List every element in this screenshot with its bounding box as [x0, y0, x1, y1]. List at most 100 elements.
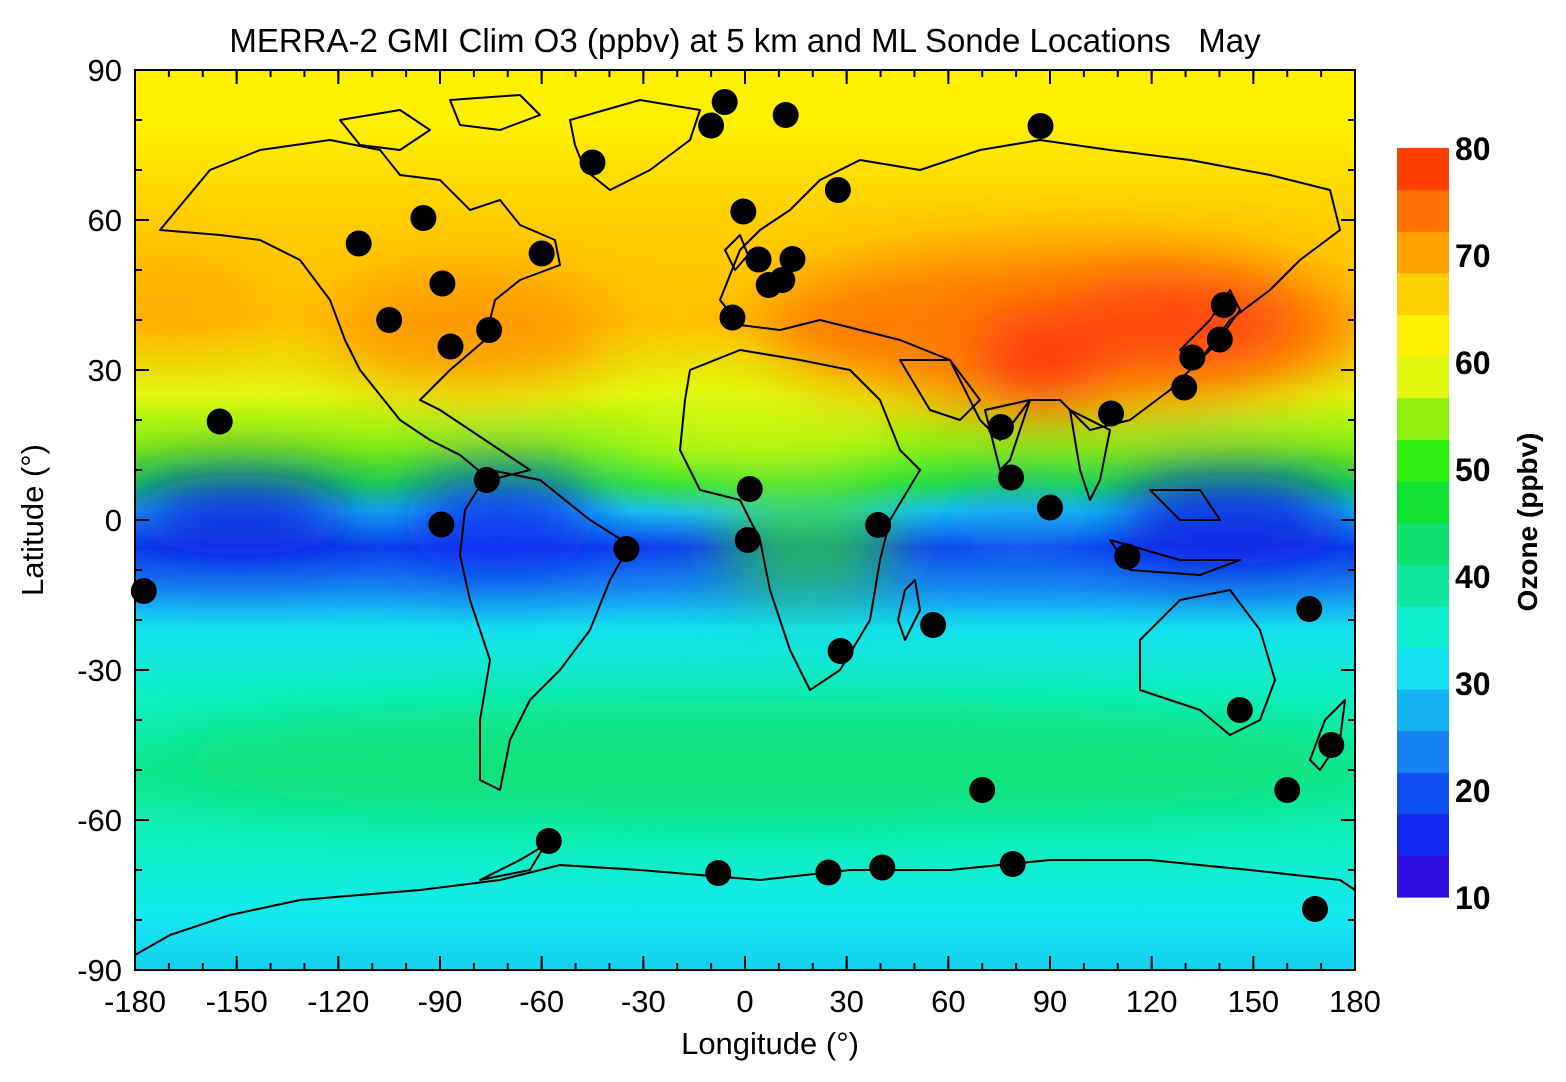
x-tick-label: 60: [931, 984, 965, 1019]
colorbar-segment: [1397, 356, 1449, 399]
sonde-site-marker: [869, 854, 896, 881]
colorbar-segment: [1397, 855, 1449, 898]
sonde-site-marker: [1171, 374, 1198, 401]
y-tick-label: 60: [88, 203, 122, 238]
colorbar-segment: [1397, 397, 1449, 440]
sonde-site-marker: [920, 612, 947, 638]
sonde-site-marker: [130, 578, 157, 604]
y-tick-label: -60: [77, 803, 122, 838]
sonde-site-marker: [1318, 732, 1345, 758]
x-tick-label: -60: [519, 984, 564, 1019]
x-tick-label: 120: [1126, 984, 1178, 1019]
colorbar-tick-label: 10: [1455, 880, 1491, 916]
sonde-site-marker: [865, 512, 892, 538]
colorbar-segment: [1397, 439, 1449, 482]
colorbar-segment: [1397, 522, 1449, 565]
sonde-site-marker: [779, 246, 806, 272]
colorbar-segment: [1397, 314, 1449, 357]
chart-title: MERRA-2 GMI Clim O3 (ppbv) at 5 km and M…: [229, 22, 1261, 59]
coastlines: [135, 94, 1355, 970]
sonde-site-marker: [1296, 596, 1323, 622]
sonde-site-marker: [998, 464, 1025, 491]
sonde-site-marker: [1098, 400, 1124, 427]
x-tick-label: 150: [1227, 984, 1279, 1019]
sonde-site-marker: [698, 112, 725, 139]
sonde-site-marker: [476, 317, 503, 343]
colorbar-tick-labels: 80 70 60 50 40 30 20 10: [1455, 131, 1491, 916]
sonde-site-marker: [410, 205, 437, 231]
x-tick-label: 30: [829, 984, 863, 1019]
sonde-site-marker: [734, 527, 761, 553]
y-tick-label: 0: [105, 503, 122, 538]
x-tick-labels: -180 -150 -120 -90 -60 -30 0 30 60 90 120 150 180: [104, 984, 1381, 1019]
colorbar-segment: [1397, 272, 1449, 316]
sonde-site-marker: [969, 777, 996, 803]
colorbar-tick-label: 50: [1455, 452, 1491, 488]
sonde-site-marker: [711, 89, 738, 115]
colorbar-segment: [1397, 730, 1449, 773]
sonde-site-marker: [987, 414, 1014, 440]
sonde-site-marker: [1027, 113, 1054, 139]
sonde-site-marker: [437, 333, 464, 360]
x-tick-label: 90: [1033, 984, 1067, 1019]
sonde-site-marker: [719, 304, 746, 331]
colorbar-title: Ozone (ppbv): [1512, 433, 1543, 612]
sonde-site-marker: [1114, 543, 1141, 570]
x-tick-label: -150: [206, 984, 268, 1019]
ozone-field: [135, 70, 1355, 970]
y-tick-label: -90: [77, 953, 122, 988]
colorbar-tick-label: 60: [1455, 345, 1491, 381]
colorbar-segment: [1397, 480, 1449, 524]
colorbar-segment: [1397, 772, 1449, 815]
sonde-site-marker: [736, 476, 763, 502]
sonde-site-marker: [1179, 344, 1206, 371]
sonde-site-marker: [769, 267, 796, 293]
sonde-site-marker: [1206, 326, 1233, 353]
colorbar: [1397, 148, 1449, 898]
y-tick-label: -30: [77, 653, 122, 688]
sonde-sites: [130, 89, 1345, 922]
x-tick-label: 0: [736, 984, 753, 1019]
colorbar-segment: [1397, 148, 1449, 191]
y-tick-label: 30: [88, 353, 122, 388]
y-axis-label: Latitude (°): [15, 444, 50, 596]
colorbar-segment: [1397, 564, 1449, 607]
x-tick-label: -90: [418, 984, 463, 1019]
colorbar-segment: [1397, 688, 1449, 732]
colorbar-segment: [1397, 231, 1449, 274]
colorbar-segment: [1397, 189, 1449, 232]
sonde-site-marker: [705, 860, 732, 886]
sonde-site-marker: [206, 408, 233, 435]
sonde-site-marker: [345, 230, 372, 257]
sonde-site-marker: [815, 859, 842, 886]
x-tick-label: -120: [307, 984, 369, 1019]
minor-ticks: [134, 69, 1356, 971]
x-tick-label: -30: [621, 984, 666, 1019]
sonde-site-marker: [1302, 896, 1329, 922]
x-tick-label: 180: [1329, 984, 1381, 1019]
y-tick-label: 90: [88, 53, 122, 88]
sonde-site-marker: [528, 240, 555, 267]
sonde-site-marker: [1037, 494, 1063, 521]
sonde-site-marker: [473, 467, 500, 493]
sonde-site-marker: [376, 307, 403, 333]
colorbar-segment: [1397, 647, 1449, 690]
sonde-site-marker: [1226, 697, 1253, 723]
sonde-site-marker: [428, 511, 455, 538]
colorbar-tick-label: 20: [1455, 773, 1491, 809]
sonde-site-marker: [999, 851, 1026, 877]
sonde-site-marker: [772, 102, 799, 128]
x-tick-label: -180: [104, 984, 166, 1019]
sonde-site-marker: [824, 177, 851, 203]
sonde-site-marker: [827, 638, 854, 664]
colorbar-tick-label: 30: [1455, 666, 1491, 702]
colorbar-segment: [1397, 605, 1449, 648]
colorbar-segment: [1397, 813, 1449, 856]
sonde-site-marker: [579, 149, 606, 176]
sonde-site-marker: [1274, 777, 1301, 803]
sonde-site-marker: [429, 270, 456, 297]
sonde-site-marker: [730, 198, 757, 225]
sonde-site-marker: [745, 246, 772, 273]
x-axis-label: Longitude (°): [681, 1026, 859, 1061]
